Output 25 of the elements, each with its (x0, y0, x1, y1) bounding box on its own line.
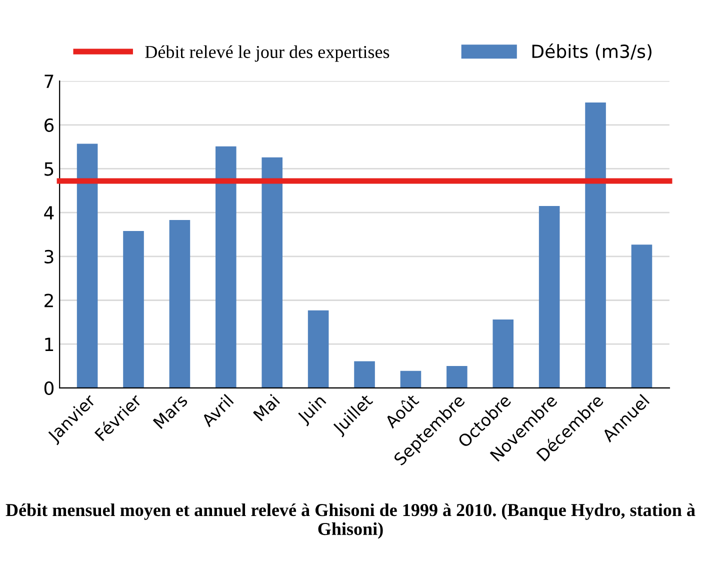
bar (400, 370, 422, 388)
y-tick-label: 0 (44, 381, 54, 396)
bar (446, 366, 468, 388)
bar (262, 157, 283, 388)
y-tick-label: 3 (44, 250, 54, 264)
legend-label: Débit relevé le jour des expertises (145, 45, 390, 62)
y-tick-label: 7 (44, 74, 54, 88)
y-tick-label: 1 (45, 338, 54, 351)
bar (538, 206, 560, 388)
bar (631, 244, 652, 388)
bar (354, 361, 375, 388)
bar (123, 230, 144, 388)
bar (492, 320, 514, 388)
y-tick-label: 4 (44, 206, 54, 220)
legend-label: Débits (m3/s) (532, 43, 652, 60)
bar (585, 102, 606, 388)
bar (169, 220, 190, 388)
text: Débit mensuel moyen et annuel relevé à Ghisoni de 1999 à 2010. (Banque Hydro, station à Ghisoni) (6, 503, 696, 539)
y-tick-label: 2 (44, 294, 53, 308)
bar (308, 310, 329, 388)
y-tick-label: 5 (44, 162, 54, 176)
bar (216, 146, 236, 388)
y-tick-label: 6 (44, 118, 54, 132)
x-tick-label: Mai (252, 394, 280, 422)
bar (76, 144, 98, 388)
